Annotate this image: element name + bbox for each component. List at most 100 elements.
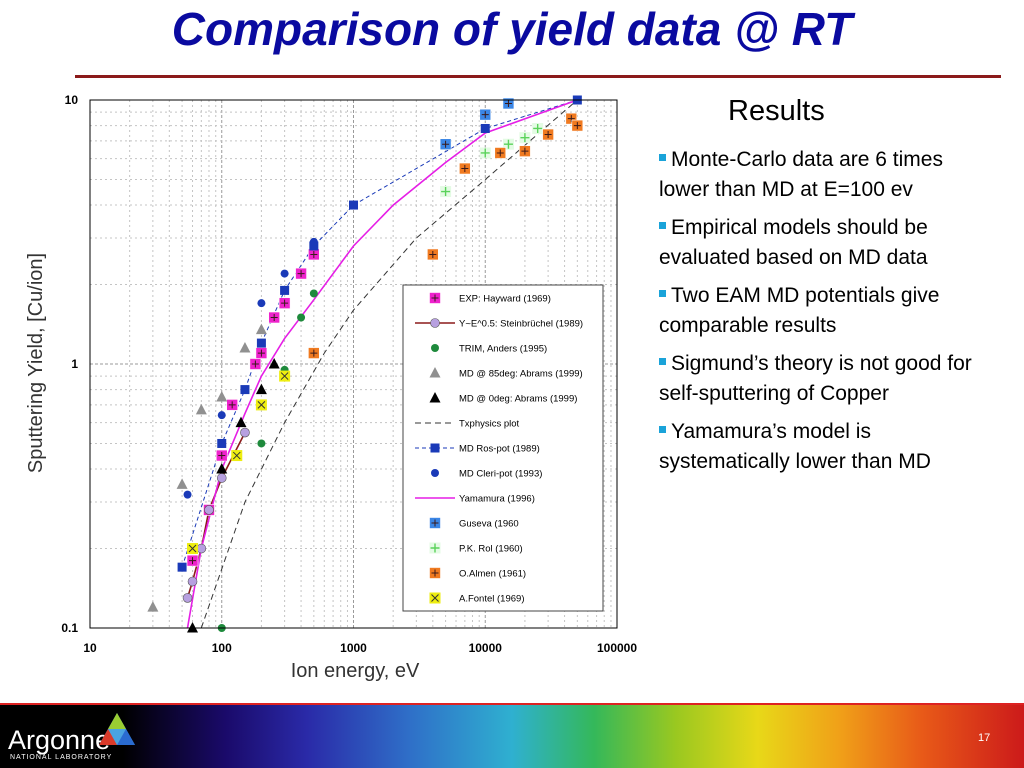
bullet-square-icon — [659, 153, 666, 161]
data-point — [439, 138, 452, 151]
footer-rule — [0, 703, 1024, 705]
data-point — [308, 248, 320, 261]
legend-label: Txphysics plot — [459, 419, 520, 430]
x-tick-label: 100 — [212, 641, 232, 655]
data-point — [177, 562, 187, 572]
legend-marker — [430, 318, 440, 328]
legend-label: A.Fontel (1969) — [459, 594, 524, 605]
data-point — [295, 267, 307, 280]
data-point — [217, 411, 226, 420]
legend-item: Guseva (1960 — [429, 517, 519, 530]
series-line — [200, 99, 578, 629]
bullet-item: Sigmund’s theory is not good for self-sp… — [659, 349, 979, 409]
bullet-item: Two EAM MD potentials give comparable re… — [659, 281, 979, 341]
legend-label: Y~E^0.5: Steinbrüchel (1989) — [459, 319, 583, 330]
data-point — [279, 370, 291, 382]
slide-title: Comparison of yield data @ RT — [171, 3, 853, 55]
data-point — [195, 403, 207, 415]
legend-label: Guseva (1960 — [459, 519, 519, 530]
results-bullet-list: Monte-Carlo data are 6 times lower than … — [659, 145, 979, 485]
data-point — [280, 285, 290, 295]
y-tick-label: 1 — [71, 357, 78, 371]
legend-label: P.K. Rol (1960) — [459, 544, 523, 555]
legend-marker — [431, 344, 439, 352]
data-point — [494, 147, 507, 159]
legend-item: EXP: Hayward (1969) — [429, 292, 551, 305]
data-point — [309, 289, 318, 298]
data-point — [183, 490, 192, 499]
y-tick-label: 10 — [65, 93, 79, 107]
plot-frame — [89, 99, 618, 629]
legend-item: MD Ros-pot (1989) — [415, 443, 540, 455]
data-point — [542, 128, 554, 141]
argonne-logo-subtitle: NATIONAL LABORATORY — [10, 754, 113, 761]
x-tick-label: 1000 — [340, 641, 367, 655]
data-point — [235, 416, 247, 428]
footer-band — [0, 703, 1024, 768]
data-point — [268, 358, 280, 369]
data-point — [480, 123, 490, 133]
legend-label: MD @ 85deg: Abrams (1999) — [459, 369, 583, 380]
data-point — [349, 200, 358, 210]
legend-label: Yamamura (1996) — [459, 494, 535, 505]
data-point — [565, 112, 578, 125]
data-point — [196, 543, 207, 554]
bullet-square-icon — [659, 357, 666, 365]
data-point — [231, 450, 243, 462]
legend-item: O.Almen (1961) — [429, 567, 526, 580]
data-point — [187, 543, 199, 555]
data-point — [215, 449, 228, 462]
legend-label: MD @ 0deg: Abrams (1999) — [459, 394, 577, 405]
x-tick-label: 10000 — [469, 641, 503, 655]
data-point — [297, 313, 306, 322]
data-point — [571, 119, 584, 132]
legend-marker — [429, 517, 441, 529]
data-point — [309, 237, 318, 246]
y-tick-label: 0.1 — [61, 621, 78, 635]
data-point — [240, 385, 250, 395]
title-rule — [75, 75, 1001, 78]
data-point — [459, 162, 471, 175]
bullet-square-icon — [659, 221, 666, 229]
bullet-item: Yamamura’s model is systematically lower… — [659, 417, 979, 477]
data-point — [216, 463, 228, 474]
data-point — [239, 341, 251, 353]
legend-item: Y~E^0.5: Steinbrüchel (1989) — [415, 318, 583, 330]
data-point — [147, 601, 159, 612]
x-tick-label: 10 — [83, 641, 97, 655]
data-point — [216, 473, 227, 483]
data-point — [309, 241, 319, 251]
legend-item: Txphysics plot — [415, 419, 520, 430]
data-point — [519, 145, 531, 157]
argonne-logo-text: Argonne — [8, 725, 111, 755]
legend-item: P.K. Rol (1960) — [429, 542, 523, 555]
data-point — [255, 399, 267, 411]
data-point — [240, 427, 250, 438]
data-point — [255, 347, 268, 359]
results-heading: Results — [728, 95, 825, 127]
argonne-logo-icon — [99, 713, 135, 745]
legend-label: MD Ros-pot (1989) — [459, 444, 540, 455]
bullet-square-icon — [659, 425, 666, 433]
data-point — [502, 138, 514, 150]
legend-item: MD @ 85deg: Abrams (1999) — [429, 367, 583, 380]
legend-marker — [429, 392, 441, 403]
x-axis-label: Ion energy, eV — [291, 660, 420, 682]
page-number: 17 — [978, 732, 991, 744]
bullet-text: Two EAM MD potentials give comparable re… — [659, 284, 940, 337]
bullet-item: Empirical models should be evaluated bas… — [659, 213, 979, 273]
legend-marker — [429, 367, 441, 378]
bullet-text: Yamamura’s model is systematically lower… — [659, 420, 931, 473]
legend-item: MD @ 0deg: Abrams (1999) — [429, 392, 577, 405]
bullet-text: Empirical models should be evaluated bas… — [659, 216, 928, 269]
bullet-text: Sigmund’s theory is not good for self-sp… — [659, 352, 972, 405]
data-point — [217, 438, 227, 448]
data-point — [502, 97, 515, 110]
data-point — [257, 299, 266, 308]
data-point — [187, 622, 199, 633]
data-point — [249, 358, 262, 370]
bullet-text: Monte-Carlo data are 6 times lower than … — [659, 148, 943, 201]
x-tick-label: 100000 — [597, 641, 637, 655]
legend-marker — [429, 542, 441, 554]
data-point — [280, 269, 289, 278]
